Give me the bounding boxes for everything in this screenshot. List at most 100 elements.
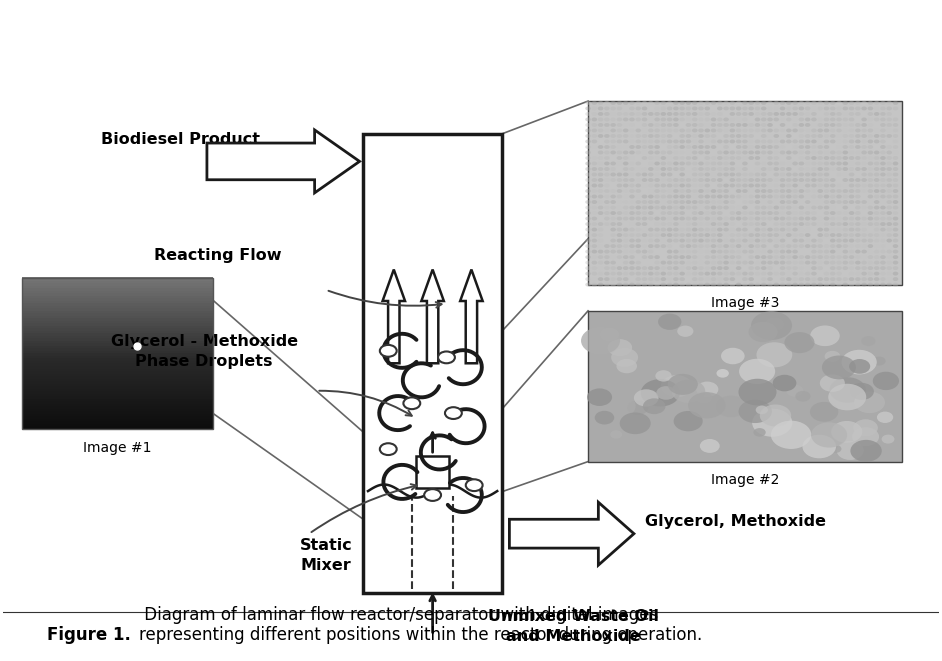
Circle shape — [617, 184, 623, 188]
Circle shape — [604, 250, 609, 254]
Circle shape — [705, 260, 710, 264]
Circle shape — [767, 239, 772, 243]
Circle shape — [842, 151, 848, 155]
Circle shape — [667, 266, 673, 270]
Circle shape — [705, 222, 710, 226]
Circle shape — [729, 112, 735, 116]
Circle shape — [886, 194, 892, 198]
Circle shape — [861, 167, 867, 171]
Circle shape — [667, 134, 673, 138]
Circle shape — [723, 211, 729, 215]
Circle shape — [729, 217, 735, 221]
Circle shape — [717, 369, 729, 377]
Circle shape — [761, 151, 767, 155]
Bar — [22, 278, 214, 429]
Circle shape — [655, 139, 660, 143]
Circle shape — [792, 239, 798, 243]
Circle shape — [617, 200, 623, 204]
Circle shape — [755, 189, 760, 193]
Circle shape — [861, 151, 867, 155]
Bar — [22, 403, 214, 407]
Circle shape — [643, 399, 665, 414]
Bar — [22, 285, 214, 288]
Circle shape — [831, 421, 862, 443]
Circle shape — [692, 250, 697, 254]
Circle shape — [598, 173, 604, 176]
Circle shape — [761, 233, 767, 237]
Circle shape — [585, 277, 591, 281]
Circle shape — [748, 178, 754, 182]
Circle shape — [756, 342, 792, 368]
Circle shape — [880, 101, 885, 105]
Circle shape — [742, 283, 748, 287]
Bar — [22, 325, 214, 329]
Circle shape — [755, 233, 760, 237]
Circle shape — [748, 283, 754, 287]
Circle shape — [786, 272, 791, 276]
Circle shape — [799, 167, 804, 171]
Circle shape — [880, 178, 885, 182]
Circle shape — [893, 101, 899, 105]
Bar — [22, 317, 214, 321]
Circle shape — [717, 194, 723, 198]
Bar — [22, 280, 214, 283]
Circle shape — [823, 184, 829, 188]
Circle shape — [642, 178, 647, 182]
Circle shape — [799, 189, 804, 193]
Circle shape — [723, 227, 729, 231]
Circle shape — [642, 227, 647, 231]
Circle shape — [692, 184, 697, 188]
Circle shape — [660, 375, 692, 397]
Circle shape — [761, 194, 767, 198]
Circle shape — [836, 178, 842, 182]
Circle shape — [755, 217, 760, 221]
Circle shape — [849, 222, 854, 226]
Circle shape — [655, 244, 660, 248]
Circle shape — [842, 194, 848, 198]
Bar — [588, 101, 901, 285]
Circle shape — [849, 123, 854, 127]
Circle shape — [849, 250, 854, 254]
Circle shape — [893, 255, 899, 259]
Circle shape — [886, 184, 892, 188]
Circle shape — [773, 206, 779, 210]
Circle shape — [873, 356, 885, 366]
Circle shape — [623, 194, 628, 198]
Circle shape — [674, 200, 678, 204]
Circle shape — [598, 128, 604, 132]
Circle shape — [686, 161, 691, 165]
Circle shape — [592, 255, 597, 259]
Circle shape — [723, 189, 729, 193]
Bar — [22, 366, 214, 369]
Circle shape — [705, 101, 710, 105]
Circle shape — [767, 173, 772, 176]
Circle shape — [604, 178, 609, 182]
Circle shape — [642, 194, 647, 198]
Circle shape — [811, 118, 817, 122]
Circle shape — [598, 167, 604, 171]
Circle shape — [674, 272, 678, 276]
Circle shape — [729, 156, 735, 160]
Circle shape — [792, 260, 798, 264]
Circle shape — [648, 194, 654, 198]
Bar — [22, 343, 214, 346]
Circle shape — [660, 156, 666, 160]
Circle shape — [667, 260, 673, 264]
Circle shape — [795, 391, 810, 402]
Circle shape — [629, 244, 635, 248]
Circle shape — [861, 336, 876, 346]
Circle shape — [648, 239, 654, 243]
Circle shape — [674, 244, 678, 248]
Circle shape — [880, 128, 885, 132]
Circle shape — [886, 244, 892, 248]
Circle shape — [648, 161, 654, 165]
Circle shape — [674, 277, 678, 281]
Circle shape — [761, 227, 767, 231]
Circle shape — [717, 161, 723, 165]
Circle shape — [723, 239, 729, 243]
Circle shape — [773, 112, 779, 116]
Circle shape — [761, 101, 767, 105]
Circle shape — [723, 222, 729, 226]
Circle shape — [886, 272, 892, 276]
Circle shape — [655, 250, 660, 254]
